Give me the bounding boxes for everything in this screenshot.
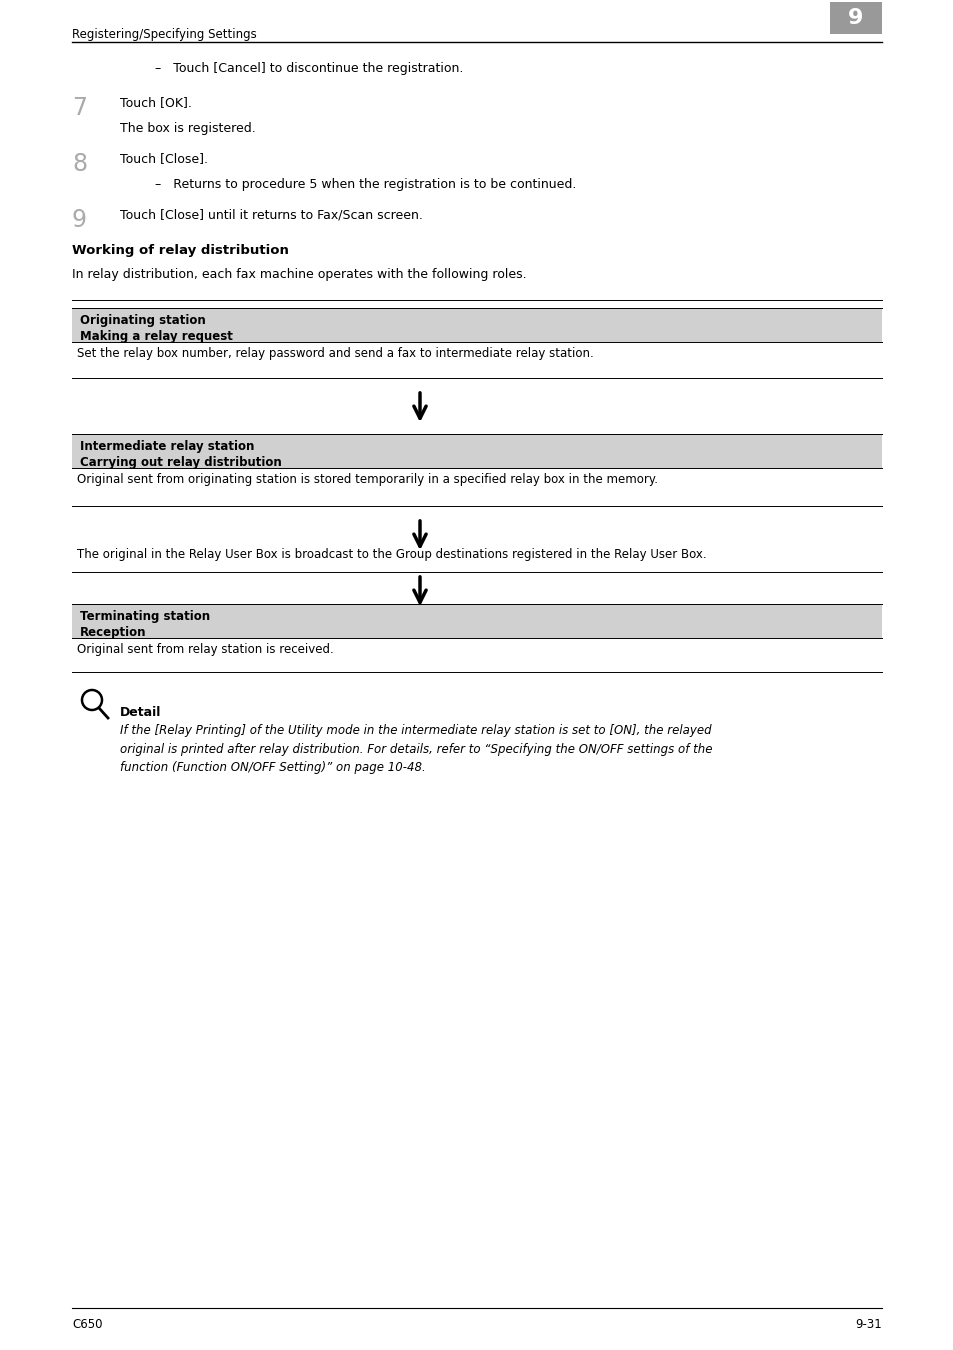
- Text: Making a relay request: Making a relay request: [80, 329, 233, 343]
- Text: Original sent from originating station is stored temporarily in a specified rela: Original sent from originating station i…: [77, 472, 658, 486]
- Text: 9: 9: [847, 8, 862, 28]
- Text: The box is registered.: The box is registered.: [120, 122, 255, 135]
- Text: Terminating station: Terminating station: [80, 610, 210, 622]
- Text: Reception: Reception: [80, 626, 147, 639]
- Bar: [71, 433, 882, 468]
- Text: Set the relay box number, relay password and send a fax to intermediate relay st: Set the relay box number, relay password…: [77, 347, 593, 360]
- Bar: [829, 1, 882, 34]
- Text: Detail: Detail: [120, 706, 161, 720]
- Text: Original sent from relay station is received.: Original sent from relay station is rece…: [77, 643, 334, 656]
- Bar: [71, 308, 882, 342]
- Text: Carrying out relay distribution: Carrying out relay distribution: [80, 456, 281, 468]
- Text: Intermediate relay station: Intermediate relay station: [80, 440, 254, 454]
- Text: 9: 9: [71, 208, 87, 232]
- Bar: [71, 603, 882, 639]
- Text: –   Touch [Cancel] to discontinue the registration.: – Touch [Cancel] to discontinue the regi…: [154, 62, 463, 76]
- Text: Touch [Close].: Touch [Close].: [120, 153, 208, 165]
- Text: In relay distribution, each fax machine operates with the following roles.: In relay distribution, each fax machine …: [71, 269, 526, 281]
- Text: Working of relay distribution: Working of relay distribution: [71, 244, 289, 256]
- Text: 9-31: 9-31: [854, 1318, 882, 1331]
- Text: If the [Relay Printing] of the Utility mode in the intermediate relay station is: If the [Relay Printing] of the Utility m…: [120, 724, 712, 774]
- Text: 8: 8: [71, 153, 87, 176]
- Text: Registering/Specifying Settings: Registering/Specifying Settings: [71, 28, 256, 40]
- Text: –   Returns to procedure 5 when the registration is to be continued.: – Returns to procedure 5 when the regist…: [154, 178, 576, 190]
- Text: C650: C650: [71, 1318, 102, 1331]
- Text: Touch [Close] until it returns to Fax/Scan screen.: Touch [Close] until it returns to Fax/Sc…: [120, 208, 422, 221]
- Text: The original in the Relay User Box is broadcast to the Group destinations regist: The original in the Relay User Box is br…: [77, 548, 706, 562]
- Text: 7: 7: [71, 96, 87, 120]
- Text: Touch [OK].: Touch [OK].: [120, 96, 192, 109]
- Text: Originating station: Originating station: [80, 315, 206, 327]
